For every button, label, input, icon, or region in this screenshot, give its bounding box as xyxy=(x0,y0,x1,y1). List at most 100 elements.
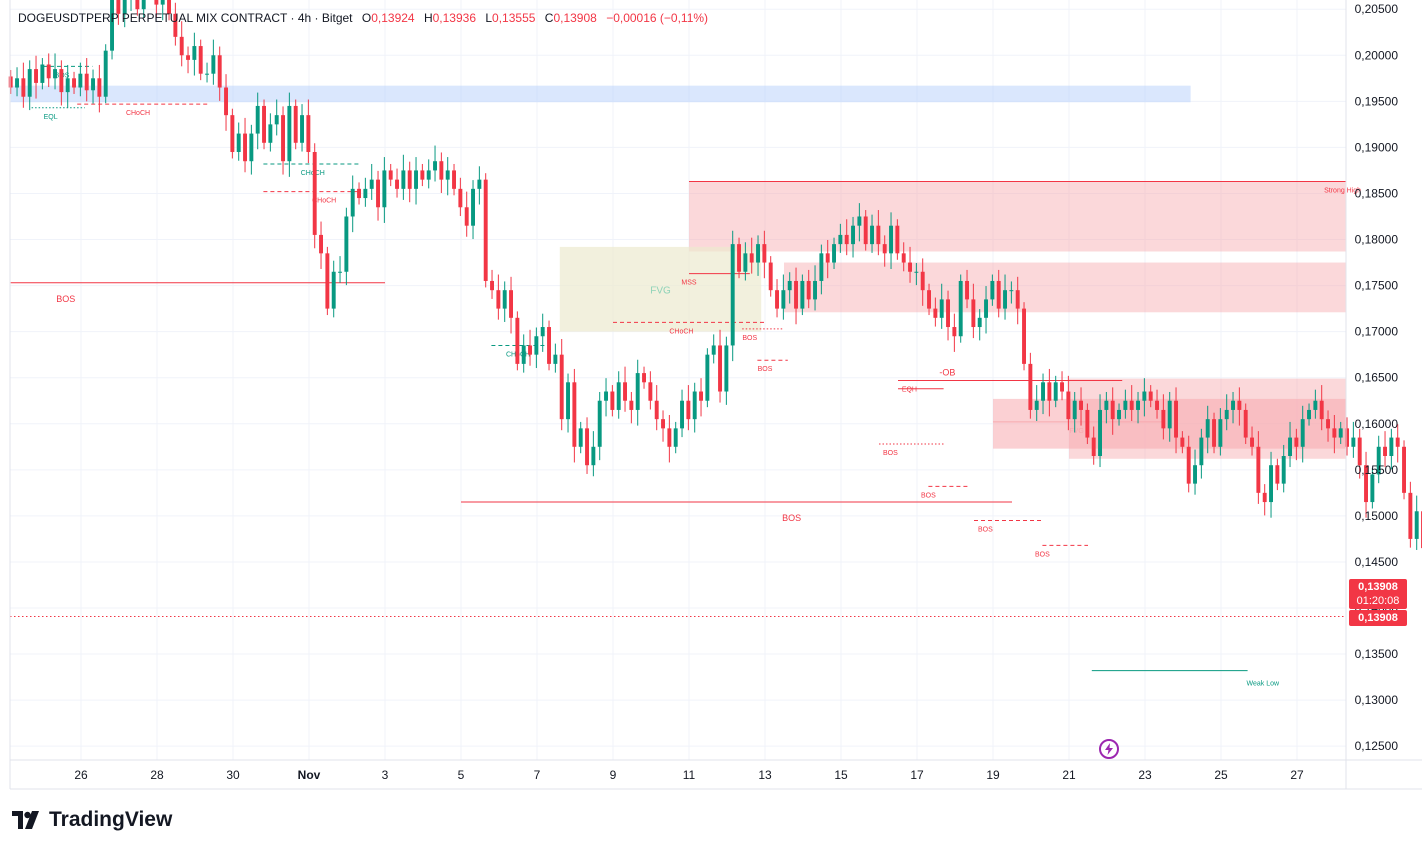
candle xyxy=(1142,378,1147,417)
structure-label: -OB xyxy=(939,367,955,377)
structure-label: BOS xyxy=(758,366,773,373)
candle xyxy=(794,267,798,325)
high-label: H xyxy=(423,11,433,25)
candle xyxy=(1262,484,1267,516)
candle xyxy=(350,175,355,233)
candle xyxy=(369,163,374,200)
candle xyxy=(1370,467,1375,509)
candle-body xyxy=(914,271,919,273)
candle xyxy=(1180,431,1185,454)
candle xyxy=(198,39,203,81)
candle-body xyxy=(471,188,475,226)
candle xyxy=(471,180,475,240)
candle-body xyxy=(1288,437,1292,456)
candle-body xyxy=(1319,400,1324,420)
candle xyxy=(217,46,222,101)
symbol-legend[interactable]: DOGEUSDTPERP PERPETUAL MIX CONTRACT · 4h… xyxy=(18,11,708,25)
candle-body xyxy=(1199,437,1204,466)
candle xyxy=(8,70,13,94)
candle-body xyxy=(1313,400,1318,410)
candle xyxy=(1376,435,1381,484)
candle xyxy=(547,320,551,371)
structure-label: BOS xyxy=(782,513,801,523)
candle-body xyxy=(515,317,520,364)
candle-body xyxy=(1041,382,1045,401)
candle-body xyxy=(547,327,551,364)
price-tick-label: 0,18000 xyxy=(1355,233,1399,247)
candle xyxy=(1155,389,1159,419)
candle xyxy=(724,336,729,405)
candle xyxy=(1231,391,1235,424)
candle-body xyxy=(616,382,621,410)
candle-body xyxy=(414,170,418,189)
candle-body xyxy=(1148,391,1153,401)
candle-body xyxy=(357,188,361,199)
candle-body xyxy=(458,188,463,208)
candle-body xyxy=(1414,511,1419,539)
candle xyxy=(857,203,862,242)
candle xyxy=(268,113,273,152)
candle-body xyxy=(971,299,976,328)
candle-body xyxy=(344,216,349,272)
candle xyxy=(901,242,906,272)
candle-body xyxy=(483,179,488,281)
candle-body xyxy=(566,382,570,420)
candle xyxy=(1281,444,1286,493)
price-tick-label: 0,15500 xyxy=(1355,463,1399,477)
candle xyxy=(167,0,171,21)
lightning-icon[interactable] xyxy=(1099,739,1119,759)
time-tick-label: Nov xyxy=(298,768,321,782)
candle-body xyxy=(718,345,722,392)
candle xyxy=(730,230,735,362)
candle xyxy=(673,421,678,454)
time-tick-label: 25 xyxy=(1214,768,1228,782)
candle xyxy=(1319,385,1324,431)
candle-body xyxy=(699,391,703,401)
candle-body xyxy=(1224,409,1229,420)
candle xyxy=(110,0,114,60)
candle xyxy=(1237,387,1242,426)
candle xyxy=(59,60,64,106)
structure-label: Weak Low xyxy=(1247,681,1280,688)
candle xyxy=(1009,281,1014,304)
candle-body xyxy=(1237,400,1242,410)
time-tick-label: 11 xyxy=(683,768,696,782)
candle xyxy=(1161,394,1166,440)
candle-body xyxy=(996,280,1001,309)
candle-body xyxy=(230,115,235,152)
candle xyxy=(1022,302,1026,371)
candle xyxy=(1332,415,1337,454)
candle-body xyxy=(53,69,57,79)
candle xyxy=(325,246,330,316)
candle-body xyxy=(1186,446,1191,484)
candle xyxy=(135,0,140,16)
structure-label: BOS xyxy=(883,450,898,457)
candle xyxy=(224,74,228,131)
candle-body xyxy=(1275,465,1280,484)
structure-label: BOS xyxy=(1035,551,1050,558)
candle-body xyxy=(464,207,469,226)
candle xyxy=(914,263,919,286)
zone-label: FVG xyxy=(650,285,671,296)
candle xyxy=(743,242,748,281)
candle-body xyxy=(553,354,558,364)
candle xyxy=(1129,385,1134,421)
candle-body xyxy=(376,179,380,208)
candle xyxy=(243,117,247,173)
candle xyxy=(965,269,969,309)
candle xyxy=(496,274,501,320)
candle-body xyxy=(490,280,494,291)
price-tick-label: 0,13000 xyxy=(1355,693,1399,707)
candle xyxy=(46,53,51,88)
price-tick-label: 0,17500 xyxy=(1355,279,1399,293)
candle xyxy=(528,329,532,366)
candle xyxy=(1414,495,1419,550)
tradingview-logo[interactable]: TradingView xyxy=(12,808,172,832)
price-tick-label: 0,16000 xyxy=(1355,417,1399,431)
candle xyxy=(737,237,741,279)
candle xyxy=(863,210,868,251)
candle xyxy=(1117,403,1121,426)
price-tick-label: 0,20500 xyxy=(1355,2,1399,16)
candle-body xyxy=(768,262,773,291)
